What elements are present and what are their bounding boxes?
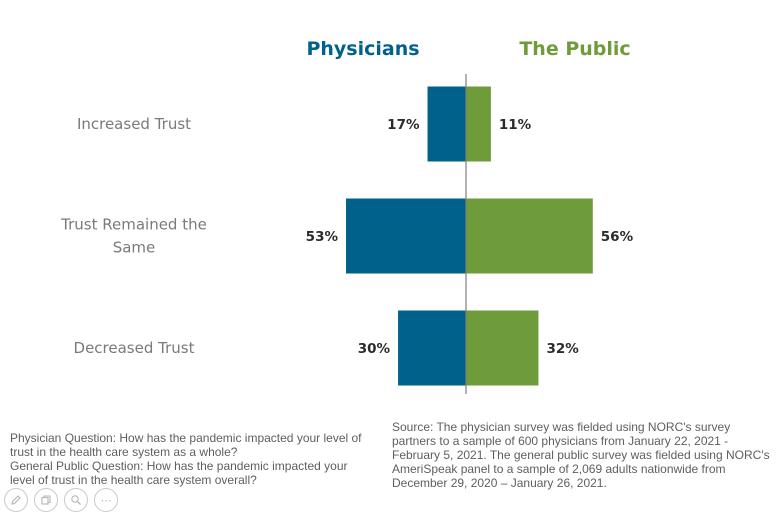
source-note: Source: The physician survey was fielded… <box>392 420 770 490</box>
bar-public-2 <box>466 310 539 386</box>
category-label-1: Trust Remained the Same <box>60 216 207 257</box>
viewer-toolbar: ⋯ <box>4 488 118 512</box>
value-label-physicians-0: 17% <box>387 117 420 133</box>
legend-physicians: Physicians <box>306 38 419 60</box>
category-label-2: Decreased Trust <box>74 339 195 357</box>
bar-public-1 <box>466 198 593 274</box>
value-labels: 17% 53% 30% 11% 56% 32% <box>306 117 634 357</box>
value-label-public-2: 32% <box>546 341 579 357</box>
value-label-public-0: 11% <box>499 117 532 133</box>
bar-physicians-0 <box>427 86 466 162</box>
value-label-public-1: 56% <box>601 229 634 245</box>
category-labels: Increased Trust Trust Remained the Same Dec… <box>60 115 207 357</box>
bar-physicians-2 <box>398 310 466 386</box>
more-icon[interactable]: ⋯ <box>94 488 118 512</box>
category-label-0: Increased Trust <box>77 115 191 133</box>
legend: Physicians The Public <box>306 38 630 60</box>
zoom-icon[interactable] <box>64 488 88 512</box>
bars <box>346 86 593 386</box>
value-label-physicians-1: 53% <box>306 229 339 245</box>
value-label-physicians-2: 30% <box>358 341 391 357</box>
bar-physicians-1 <box>346 198 466 274</box>
legend-public: The Public <box>519 38 630 60</box>
question-note: Physician Question: How has the pandemic… <box>10 431 362 487</box>
copy-icon[interactable] <box>34 488 58 512</box>
trust-chart: Physicians The Public Increased Trust Trus… <box>60 38 634 394</box>
bar-public-0 <box>466 86 491 162</box>
pencil-icon[interactable] <box>4 488 28 512</box>
